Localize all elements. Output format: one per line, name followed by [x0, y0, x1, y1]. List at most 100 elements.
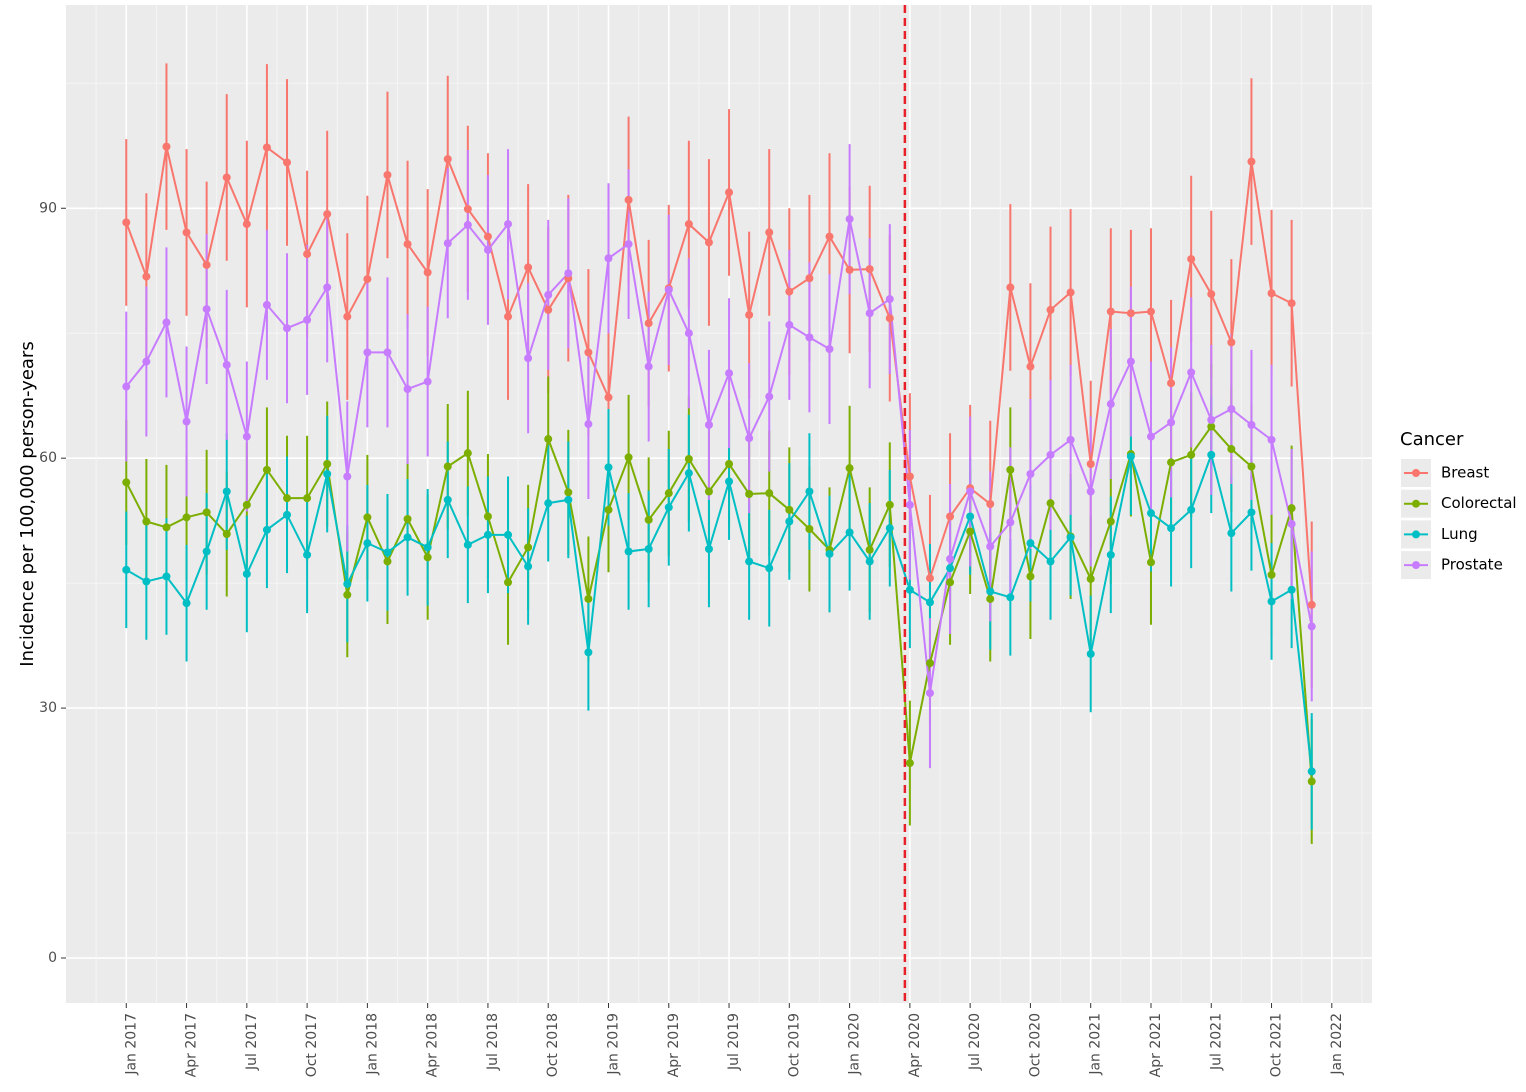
point: [222, 360, 231, 369]
point: [1046, 499, 1055, 508]
point: [1006, 465, 1015, 474]
point: [262, 300, 271, 309]
point: [1167, 458, 1176, 467]
point: [725, 369, 734, 378]
point: [1106, 307, 1115, 316]
x-tick-label: Jan 2019: [605, 1013, 621, 1076]
point: [1227, 529, 1236, 538]
point: [805, 333, 814, 342]
point: [1106, 400, 1115, 409]
point: [925, 574, 934, 583]
point: [925, 598, 934, 607]
point: [1026, 470, 1035, 479]
point: [343, 590, 352, 599]
point: [1167, 379, 1176, 388]
point: [865, 309, 874, 318]
point: [363, 513, 372, 522]
series-line: [125, 218, 1313, 694]
point: [162, 523, 171, 532]
point: [303, 550, 312, 559]
point: [524, 543, 533, 552]
x-tick-label: Oct 2017: [304, 1013, 320, 1077]
point: [1046, 305, 1055, 314]
point: [684, 329, 693, 338]
point: [1227, 405, 1236, 414]
point: [745, 557, 754, 566]
point: [1146, 307, 1155, 316]
x-tick-label: Apr 2019: [666, 1013, 682, 1077]
point: [785, 505, 794, 514]
point: [1066, 435, 1075, 444]
point: [283, 494, 292, 503]
point: [222, 529, 231, 538]
point: [966, 512, 975, 521]
point: [403, 240, 412, 249]
point: [1307, 622, 1316, 631]
point: [463, 540, 472, 549]
point: [122, 218, 131, 227]
point: [222, 173, 231, 182]
point: [1006, 593, 1015, 602]
point: [604, 505, 613, 514]
point: [986, 594, 995, 603]
point: [805, 487, 814, 496]
y-axis-title: Incidence per 100,000 person-years: [17, 341, 38, 666]
point: [745, 490, 754, 499]
point: [1106, 517, 1115, 526]
point: [584, 594, 593, 603]
point: [182, 417, 191, 426]
point: [1247, 157, 1256, 166]
point: [946, 578, 955, 587]
y-tick-label: 30: [39, 700, 57, 716]
point: [765, 228, 774, 237]
point: [845, 215, 854, 224]
point: [584, 420, 593, 429]
point: [885, 500, 894, 509]
point: [865, 545, 874, 554]
x-tick-label: Jan 2021: [1088, 1013, 1104, 1076]
point: [1287, 519, 1296, 528]
point: [122, 565, 131, 574]
point: [785, 287, 794, 296]
point: [443, 239, 452, 248]
x-tick-label: Oct 2019: [786, 1013, 802, 1077]
point: [1227, 338, 1236, 347]
point: [684, 455, 693, 464]
point: [182, 599, 191, 608]
point: [966, 527, 975, 536]
point: [142, 357, 151, 366]
point: [604, 393, 613, 402]
point: [1146, 509, 1155, 518]
legend-label: Colorectal: [1441, 494, 1517, 512]
point: [1046, 450, 1055, 459]
point: [162, 318, 171, 327]
panel: [66, 5, 1372, 1003]
point: [524, 562, 533, 571]
point: [1167, 418, 1176, 427]
point: [1207, 290, 1216, 299]
point: [765, 489, 774, 498]
point: [946, 564, 955, 573]
point: [483, 245, 492, 254]
point: [644, 515, 653, 524]
point: [403, 533, 412, 542]
point: [1227, 445, 1236, 454]
point: [544, 305, 553, 314]
legend-label: Lung: [1441, 525, 1478, 543]
point: [664, 489, 673, 498]
point: [1086, 649, 1095, 658]
point: [142, 577, 151, 586]
point: [1307, 777, 1316, 786]
point: [624, 453, 633, 462]
point: [403, 385, 412, 394]
point: [323, 470, 332, 479]
point: [725, 460, 734, 469]
point: [524, 263, 533, 272]
point: [564, 495, 573, 504]
point: [303, 494, 312, 503]
point: [1006, 283, 1015, 292]
legend-title: Cancer: [1400, 429, 1464, 450]
point: [544, 499, 553, 508]
point: [283, 510, 292, 519]
point: [845, 528, 854, 537]
